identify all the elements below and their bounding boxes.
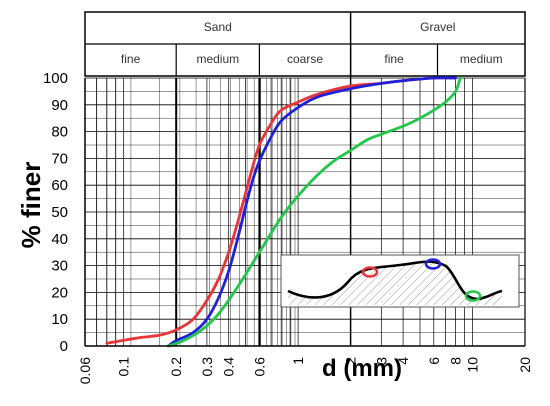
inset-sketch xyxy=(280,254,520,308)
y-tick-label: 0 xyxy=(60,338,68,355)
x-tick-label: 0.06 xyxy=(77,357,93,384)
series-line-3 xyxy=(166,76,462,348)
series-line-2 xyxy=(166,76,457,348)
x-tick-label: 10 xyxy=(465,357,481,373)
y-tick-label: 70 xyxy=(51,150,68,167)
subclass-label: medium xyxy=(196,52,239,66)
y-tick-label: 60 xyxy=(51,177,68,194)
x-tick-label: 0.6 xyxy=(251,357,267,377)
x-tick-label: 1 xyxy=(290,357,306,365)
x-tick-label: 0.1 xyxy=(116,357,132,377)
x-tick-label: 0.3 xyxy=(199,357,215,377)
subclass-label: fine xyxy=(121,52,141,66)
x-axis-label: d (mm) xyxy=(322,355,402,382)
subclass-label: fine xyxy=(384,52,404,66)
inset-marker-3 xyxy=(464,290,482,302)
y-tick-label: 50 xyxy=(51,204,68,221)
y-tick-label: 100 xyxy=(43,70,68,87)
x-tick-label: 4 xyxy=(395,357,411,365)
y-tick-label: 90 xyxy=(51,97,68,114)
x-tick-label: 0.4 xyxy=(221,357,237,377)
subclass-label: coarse xyxy=(287,52,323,66)
x-tick-label: 8 xyxy=(448,357,464,365)
series-group xyxy=(105,76,462,348)
soil-class-gravel: Gravel xyxy=(420,20,455,34)
subclass-label: medium xyxy=(460,52,503,66)
soil-class-sand: Sand xyxy=(204,20,232,34)
x-tick-label: 0.2 xyxy=(168,357,184,377)
x-tick-label: 20 xyxy=(517,357,533,373)
inset-marker-2 xyxy=(424,258,442,270)
axes: 0 10 20 30 40 50 60 70 80 90 100 0.06 0.1 0.2 0.3 0.4 0.… xyxy=(43,70,533,384)
y-tick-label: 30 xyxy=(51,258,68,275)
y-tick-label: 10 xyxy=(51,311,68,328)
y-tick-label: 20 xyxy=(51,284,68,301)
y-tick-label: 80 xyxy=(51,124,68,141)
y-axis-label: % finer xyxy=(16,162,46,249)
inset-marker-1 xyxy=(361,266,379,278)
x-tick-label: 2 xyxy=(343,357,359,365)
x-tick-label: 6 xyxy=(426,357,442,365)
x-tick-label: 3 xyxy=(373,357,389,365)
inset-hatched-ground xyxy=(288,261,502,305)
y-tick-label: 40 xyxy=(51,231,68,248)
